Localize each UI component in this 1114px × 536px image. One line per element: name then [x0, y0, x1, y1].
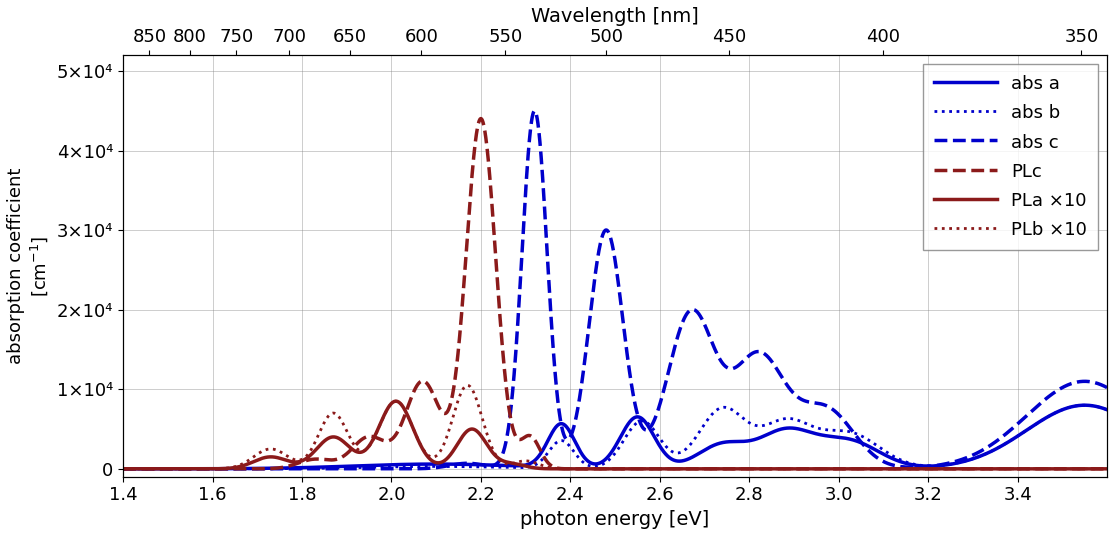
PLa ×10 [1022, 466, 1035, 472]
PLa ×10 [530, 465, 544, 471]
abs a [538, 444, 551, 451]
abs a [1071, 403, 1084, 409]
abs a [116, 466, 129, 472]
PLa ×10 [831, 466, 844, 472]
abs b [831, 427, 844, 434]
PLb ×10 [1046, 466, 1059, 472]
Line: PLc: PLc [123, 118, 1107, 469]
abs a [831, 434, 844, 441]
PLc [1101, 466, 1114, 472]
PLc [584, 466, 597, 472]
PLa ×10 [1046, 466, 1059, 472]
PLb ×10 [1071, 466, 1084, 472]
PLb ×10 [584, 466, 597, 472]
Y-axis label: absorption coefficient
[cm$^{-1}$]: absorption coefficient [cm$^{-1}$] [7, 168, 50, 364]
abs a [530, 456, 544, 462]
abs c [538, 205, 551, 212]
PLb ×10 [1101, 466, 1114, 472]
abs c [1022, 411, 1035, 418]
PLc [1073, 466, 1086, 472]
PLb ×10 [530, 460, 544, 467]
PLa ×10 [584, 466, 597, 472]
abs a [1078, 402, 1092, 408]
abs c [1101, 384, 1114, 391]
abs b [1078, 402, 1092, 408]
Line: abs c: abs c [123, 111, 1107, 469]
PLa ×10 [538, 465, 551, 472]
PLa ×10 [389, 398, 402, 404]
Line: PLa ×10: PLa ×10 [123, 401, 1107, 469]
PLc [530, 440, 544, 446]
X-axis label: photon energy [eV]: photon energy [eV] [520, 510, 710, 529]
Line: abs a: abs a [123, 405, 1107, 469]
PLa ×10 [1101, 466, 1114, 472]
Legend: abs a, abs b, abs c, PLc, PLa ×10, PLb ×10: abs a, abs b, abs c, PLc, PLa ×10, PLb ×… [922, 64, 1098, 250]
abs b [1022, 426, 1035, 433]
PLa ×10 [1071, 466, 1084, 472]
PLb ×10 [1022, 466, 1035, 472]
PLc [475, 115, 488, 122]
abs c [831, 411, 844, 418]
PLc [1071, 466, 1084, 472]
abs b [1101, 406, 1114, 413]
PLb ×10 [538, 463, 551, 470]
abs a [1022, 426, 1035, 433]
abs a [1101, 406, 1114, 413]
abs b [530, 461, 544, 467]
abs c [584, 307, 597, 313]
PLa ×10 [116, 466, 129, 472]
PLc [1022, 466, 1035, 472]
abs b [1071, 403, 1084, 409]
PLc [831, 466, 844, 472]
PLc [538, 455, 551, 461]
abs c [530, 113, 544, 119]
X-axis label: Wavelength [nm]: Wavelength [nm] [531, 7, 698, 26]
abs c [116, 466, 129, 472]
abs c [528, 108, 541, 114]
PLb ×10 [461, 382, 475, 389]
PLb ×10 [116, 466, 129, 472]
Line: PLb ×10: PLb ×10 [123, 385, 1107, 469]
abs a [584, 459, 597, 466]
abs c [1071, 379, 1084, 385]
abs b [584, 463, 597, 469]
PLb ×10 [831, 466, 844, 472]
PLc [116, 466, 129, 472]
abs b [538, 454, 551, 460]
Line: abs b: abs b [123, 405, 1107, 469]
abs b [116, 466, 129, 472]
